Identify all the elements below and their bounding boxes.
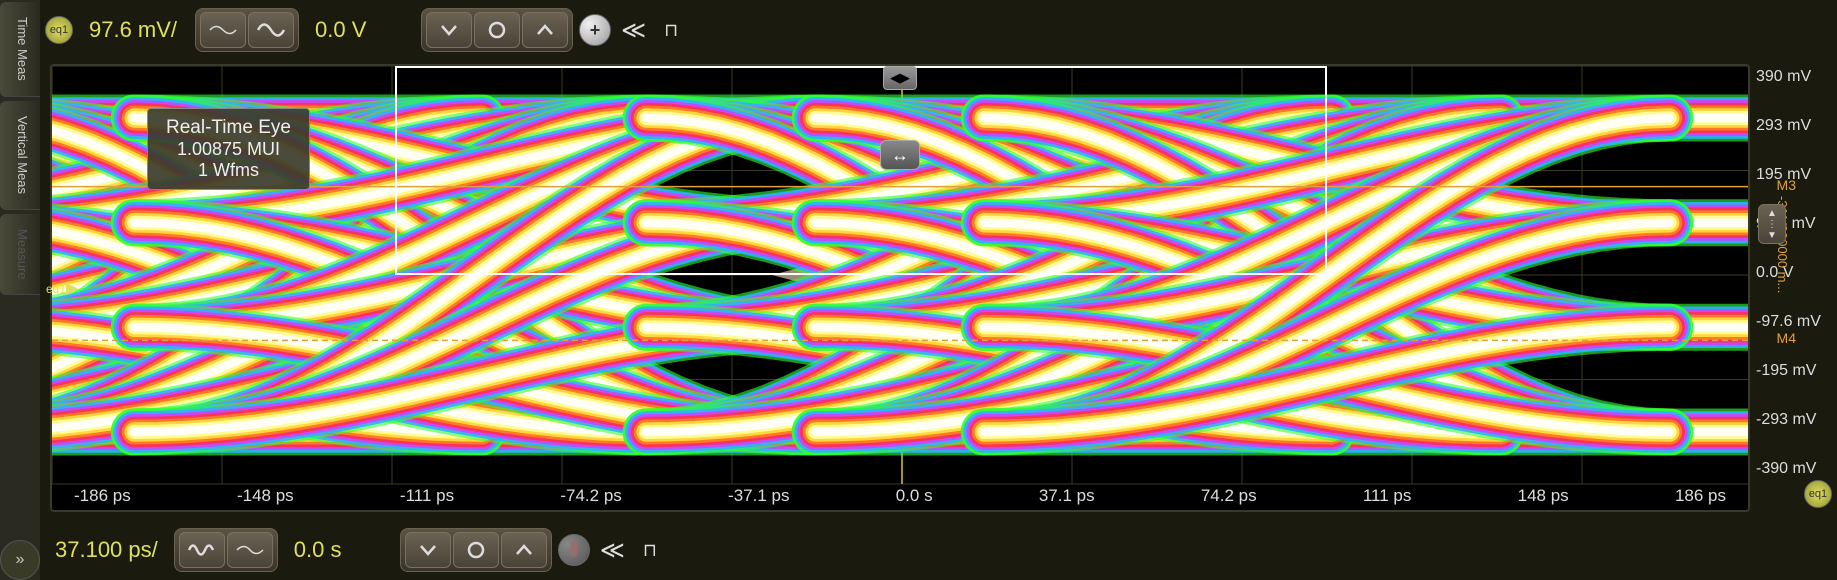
- horizontal-offset-value[interactable]: 0.0 s: [284, 533, 394, 567]
- expand-panel-button[interactable]: »: [0, 540, 40, 580]
- x-tick-label: 37.1 ps: [1039, 486, 1095, 506]
- tab-measure[interactable]: Measure: [0, 214, 40, 296]
- eq-left-indicator: eq1▶: [46, 278, 78, 298]
- coupling-group: [195, 8, 299, 52]
- x-tick-label: -74.2 ps: [560, 486, 621, 506]
- x-tick-label: 148 ps: [1518, 486, 1569, 506]
- channel-badge[interactable]: eq1: [45, 16, 73, 44]
- x-tick-label: -111 ps: [400, 486, 454, 506]
- center-button[interactable]: [474, 12, 520, 48]
- horiz-zoom-group: [174, 528, 278, 572]
- info-mui: 1.00875 MUI: [166, 139, 291, 160]
- tab-time-meas[interactable]: Time Meas: [0, 2, 40, 97]
- expand-icon[interactable]: [227, 532, 273, 568]
- compress-icon[interactable]: [179, 532, 225, 568]
- center-button-h[interactable]: [453, 532, 499, 568]
- tab-vertical-meas[interactable]: Vertical Meas: [0, 101, 40, 210]
- vertical-toolbar: eq1 97.6 mV/ 0.0 V + ≪ ⊓: [45, 5, 686, 55]
- up-button[interactable]: [522, 12, 568, 48]
- x-tick-label: -148 ps: [237, 486, 294, 506]
- center-cursor-handle[interactable]: ↔: [880, 140, 920, 170]
- eye-diagram-plot[interactable]: Real-Time Eye 1.00875 MUI 1 Wfms ◀▶ ↔ 39…: [50, 64, 1750, 512]
- y-tick-label: -195 mV: [1756, 362, 1830, 380]
- pin-icon[interactable]: ⊓: [656, 20, 686, 41]
- x-tick-label: 111 ps: [1363, 486, 1412, 506]
- marker-m3-label[interactable]: M3: [1777, 177, 1796, 193]
- down-button-h[interactable]: [405, 532, 451, 568]
- info-title: Real-Time Eye: [166, 117, 291, 139]
- x-axis: -186 ps -148 ps -111 ps -74.2 ps -37.1 ps 0.0…: [74, 486, 1726, 506]
- y-tick-label: -390 mV: [1756, 460, 1830, 478]
- vertical-scale-value[interactable]: 97.6 mV/: [79, 13, 189, 47]
- info-overlay: Real-Time Eye 1.00875 MUI 1 Wfms: [147, 108, 310, 190]
- horizontal-scale-value[interactable]: 37.100 ps/: [45, 533, 168, 567]
- collapse-left-icon-h[interactable]: ≪: [596, 536, 629, 565]
- trigger-button[interactable]: ⦀: [558, 534, 590, 566]
- x-tick-label: -186 ps: [74, 486, 131, 506]
- y-tick-label: -97.6 mV: [1756, 313, 1830, 331]
- marker-m4-label[interactable]: M4: [1777, 330, 1796, 346]
- y-tick-label: -293 mV: [1756, 411, 1830, 429]
- info-wfms: 1 Wfms: [166, 160, 291, 181]
- y-tick-label: 390 mV: [1756, 68, 1830, 86]
- x-tick-label: 74.2 ps: [1201, 486, 1257, 506]
- x-tick-label: 0.0 s: [896, 486, 933, 506]
- pin-icon-h[interactable]: ⊓: [635, 540, 665, 561]
- sine-small-icon[interactable]: [200, 12, 246, 48]
- up-button-h[interactable]: [501, 532, 547, 568]
- vertical-scroll-control[interactable]: ▲⋮▼: [1758, 204, 1786, 244]
- eq-right-badge[interactable]: eq1: [1804, 480, 1832, 508]
- down-button[interactable]: [426, 12, 472, 48]
- horizontal-toolbar: 37.100 ps/ 0.0 s ⦀ ≪ ⊓: [45, 525, 665, 575]
- marker-handle-top[interactable]: ◀▶: [883, 66, 917, 90]
- horiz-position-group: [400, 528, 552, 572]
- y-tick-label: 0.0 V: [1756, 264, 1830, 282]
- position-group: [421, 8, 573, 52]
- collapse-left-icon[interactable]: ≪: [617, 16, 650, 45]
- vertical-offset-value[interactable]: 0.0 V: [305, 13, 415, 47]
- y-tick-label: 293 mV: [1756, 117, 1830, 135]
- y-axis: 390 mV293 mV195 mV97.6 mV0.0 V-97.6 mV-1…: [1750, 66, 1830, 510]
- add-button[interactable]: +: [579, 14, 611, 46]
- x-tick-label: -37.1 ps: [728, 486, 789, 506]
- sine-large-icon[interactable]: [248, 12, 294, 48]
- x-tick-label: 186 ps: [1675, 486, 1726, 506]
